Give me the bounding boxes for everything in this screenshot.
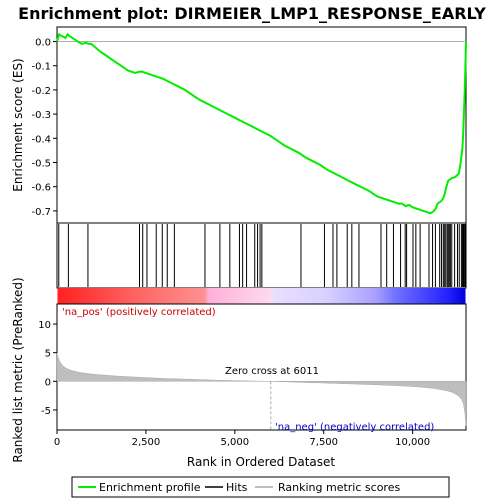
rank-color-bar-fill: [57, 288, 466, 304]
x-tick-label: 2,500: [132, 437, 161, 448]
es-panel-frame: [56, 26, 467, 224]
es-y-axis-label: Enrichment score (ES): [11, 58, 25, 191]
x-axis-label: Rank in Ordered Dataset: [187, 455, 335, 469]
metric-y-tick-label: 5: [45, 349, 51, 360]
es-y-tick-label: 0.0: [35, 38, 51, 49]
es-y-tick-label: -0.5: [31, 159, 51, 170]
ranking-metric-area: [56, 352, 467, 427]
es-y-tick-label: -0.7: [31, 207, 51, 218]
pos-correlated-label: 'na_pos' (positively correlated): [62, 307, 216, 318]
legend-metric-label: Ranking metric scores: [278, 481, 400, 494]
legend-enrichment-label: Enrichment profile: [99, 481, 201, 494]
hits-panel: [56, 222, 467, 289]
chart-title: Enrichment plot: DIRMEIER_LMP1_RESPONSE_…: [18, 4, 486, 23]
es-y-tick-label: -0.3: [31, 110, 51, 121]
x-tick-label: 7,500: [309, 437, 338, 448]
x-axis-ticks: 0 2,500 5,000 7,500 10,000: [54, 430, 430, 448]
legend: Enrichment profile Hits Ranking metric s…: [71, 476, 450, 498]
es-y-tick-label: -0.2: [31, 86, 51, 97]
enrichment-profile-line: [56, 32, 467, 215]
metric-y-tick-label: 0: [45, 377, 51, 388]
metric-y-tick-label: 10: [38, 320, 51, 331]
es-y-tick-label: -0.1: [31, 62, 51, 73]
legend-hits-label: Hits: [226, 481, 248, 494]
metric-panel-frame: [56, 303, 467, 431]
rank-color-bar: [57, 288, 466, 304]
es-y-tick-label: -0.6: [31, 183, 51, 194]
metric-y-tick-label: -5: [41, 406, 51, 417]
es-panel: 0.0 -0.1 -0.2 -0.3 -0.4 -0.5 -0.6 -0.7 Enrichme…: [11, 26, 467, 224]
x-tick-label: 5,000: [221, 437, 250, 448]
es-y-axis-ticks: 0.0 -0.1 -0.2 -0.3 -0.4 -0.5 -0.6 -0.7: [31, 38, 57, 218]
x-tick-label: 10,000: [395, 437, 430, 448]
metric-y-axis-ticks: 10 5 0 -5: [38, 320, 57, 417]
x-tick-label: 0: [54, 437, 60, 448]
zero-cross-label: Zero cross at 6011: [225, 366, 319, 377]
hit-markers: [58, 224, 467, 287]
es-y-tick-label: -0.4: [31, 134, 51, 145]
metric-y-axis-label: Ranked list metric (PreRanked): [11, 277, 25, 462]
neg-correlated-label: 'na_neg' (negatively correlated): [275, 422, 434, 433]
